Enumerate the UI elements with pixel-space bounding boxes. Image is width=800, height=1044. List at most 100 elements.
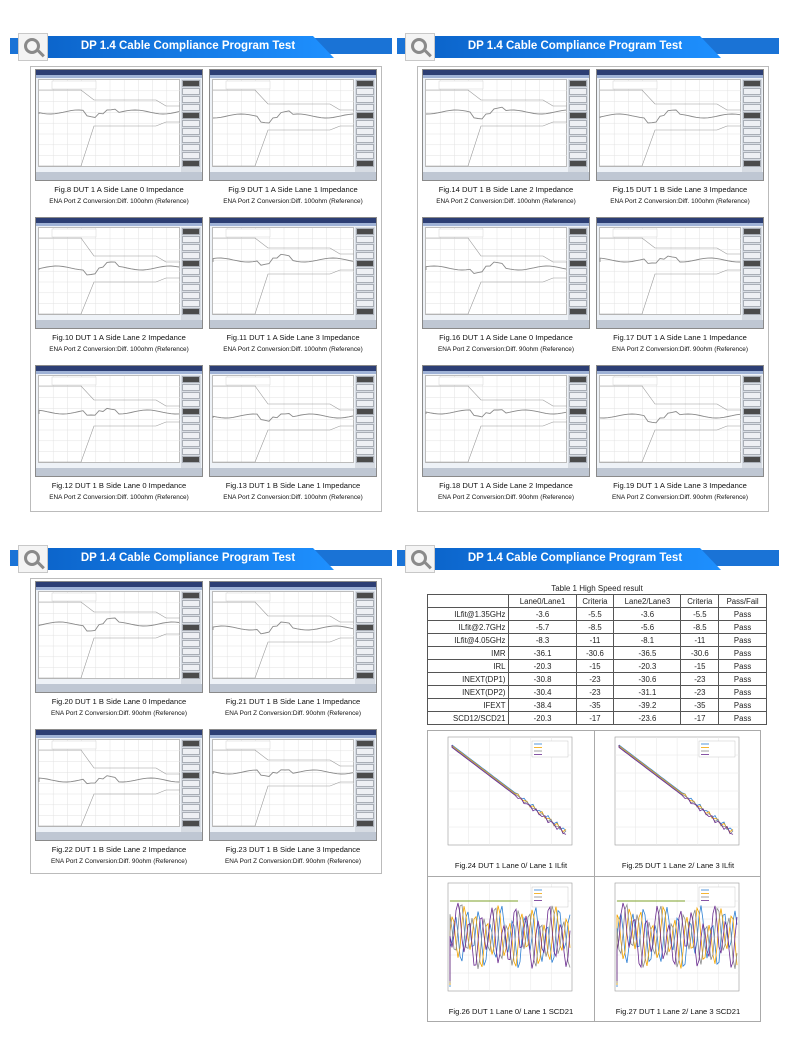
softkey (356, 88, 374, 95)
table-row: INEXT(DP1) -30.8 -23 -30.6 -23 Pass (426, 672, 767, 686)
magnifier-logo-icon (18, 545, 48, 573)
softkey (182, 592, 200, 599)
limit-line-lower (600, 125, 741, 167)
column-header: Criteria (575, 594, 615, 608)
table-cell: -23.6 (613, 711, 682, 725)
table-row: ILfit@4.05GHz -8.3 -11 -8.1 -11 Pass (426, 633, 767, 647)
figure-subcaption: ENA Port Z Conversion:Diff. 100ohm (Refe… (223, 198, 363, 205)
limit-line-lower (39, 277, 180, 315)
screen-top (597, 366, 763, 371)
softkey (182, 456, 200, 463)
softkey (356, 756, 374, 763)
screen-top (36, 730, 202, 735)
screen-bot (597, 320, 763, 328)
row-label: IMR (426, 646, 510, 660)
softkey (356, 160, 374, 167)
softkey (743, 160, 761, 167)
softkey (569, 440, 587, 447)
trace-line (212, 621, 354, 635)
softkey (182, 408, 200, 415)
series-line (451, 744, 567, 831)
softkey (356, 632, 374, 639)
figure-cell: Fig.9 DUT 1 A Side Lane 1 Impedance ENA … (207, 67, 379, 213)
softkey (356, 152, 374, 159)
softkey (356, 104, 374, 111)
softkey (743, 136, 761, 143)
softkey (356, 812, 374, 819)
vna-screenshot (422, 69, 590, 181)
screen-menu (423, 223, 589, 226)
table-cell: -20.3 (508, 711, 577, 725)
table-cell: -23 (680, 685, 720, 699)
marker-readout (225, 592, 271, 602)
softkey (182, 228, 200, 235)
figure-caption: Fig.20 DUT 1 B Side Lane 0 Impedance (51, 697, 187, 706)
softkey (743, 392, 761, 399)
softkey (569, 136, 587, 143)
figure-cell: Fig.23 DUT 1 B Side Lane 3 Impedance ENA… (207, 727, 379, 873)
trace-line (212, 110, 354, 124)
chart-grid: Fig.24 DUT 1 Lane 0/ Lane 1 ILfit Fig.25… (427, 730, 761, 1022)
screen-top (36, 70, 202, 75)
softkey (356, 300, 374, 307)
softkey (569, 112, 587, 119)
screen-top (36, 582, 202, 587)
softkey (743, 284, 761, 291)
limit-line-upper (39, 749, 180, 775)
limit-line-upper (213, 89, 354, 111)
softkey (182, 640, 200, 647)
impedance-trace (38, 740, 180, 827)
softkey (569, 400, 587, 407)
screen-top (597, 218, 763, 223)
softkey (356, 136, 374, 143)
softkey (569, 104, 587, 111)
screen-side (355, 79, 375, 176)
limit-line-upper (600, 385, 741, 411)
softkey (569, 300, 587, 307)
figure-cell: Fig.10 DUT 1 A Side Lane 2 Impedance ENA… (33, 215, 205, 361)
trace-line (38, 617, 180, 632)
impedance-trace (38, 592, 180, 679)
table-cell: -3.6 (613, 607, 682, 621)
screen-side (355, 739, 375, 836)
limit-line-upper (39, 237, 180, 263)
softkey (569, 244, 587, 251)
screen-menu (210, 735, 376, 738)
limit-line-upper (426, 89, 567, 107)
screen-side (181, 375, 201, 472)
screen-side (355, 227, 375, 324)
limit-line-lower (600, 269, 741, 315)
softkey (182, 780, 200, 787)
figure-subcaption: ENA Port Z Conversion:Diff. 90ohm (Refer… (438, 494, 574, 501)
marker-readout (225, 228, 271, 238)
page-title: DP 1.4 Cable Compliance Program Test (80, 552, 296, 564)
screen-top (210, 218, 376, 223)
softkey (569, 152, 587, 159)
report-page-1: DP 1.4 Cable Compliance Program Test Fig… (10, 30, 392, 512)
ilfit-chart-cell: Fig.25 DUT 1 Lane 2/ Lane 3 ILfit (595, 731, 761, 876)
figure-subcaption: ENA Port Z Conversion:Diff. 100ohm (Refe… (610, 198, 750, 205)
limit-line-lower (39, 633, 180, 679)
softkey (182, 764, 200, 771)
softkey (356, 144, 374, 151)
figure-subcaption: ENA Port Z Conversion:Diff. 90ohm (Refer… (225, 710, 361, 717)
impedance-trace (212, 592, 354, 679)
magnifier-logo-icon (405, 33, 435, 61)
ilfit-chart-cell: Fig.24 DUT 1 Lane 0/ Lane 1 ILfit (428, 731, 594, 876)
softkey (743, 252, 761, 259)
magnifier-logo-icon (18, 33, 48, 61)
report-page-4: DP 1.4 Cable Compliance Program Test Tab… (397, 542, 779, 1024)
page-header: DP 1.4 Cable Compliance Program Test (10, 542, 392, 576)
table-cell: -11 (575, 633, 615, 647)
table-cell: -8.1 (613, 633, 682, 647)
screen-menu (36, 223, 202, 226)
vna-screenshot (35, 365, 203, 477)
trace-line (38, 261, 180, 276)
screen-menu (36, 587, 202, 590)
limit-line-lower (39, 789, 180, 827)
figure-subcaption: ENA Port Z Conversion:Diff. 100ohm (Refe… (49, 494, 189, 501)
figure-caption: Fig.9 DUT 1 A Side Lane 1 Impedance (228, 185, 358, 194)
screen-menu (36, 371, 202, 374)
screen-top (210, 70, 376, 75)
softkey (743, 120, 761, 127)
